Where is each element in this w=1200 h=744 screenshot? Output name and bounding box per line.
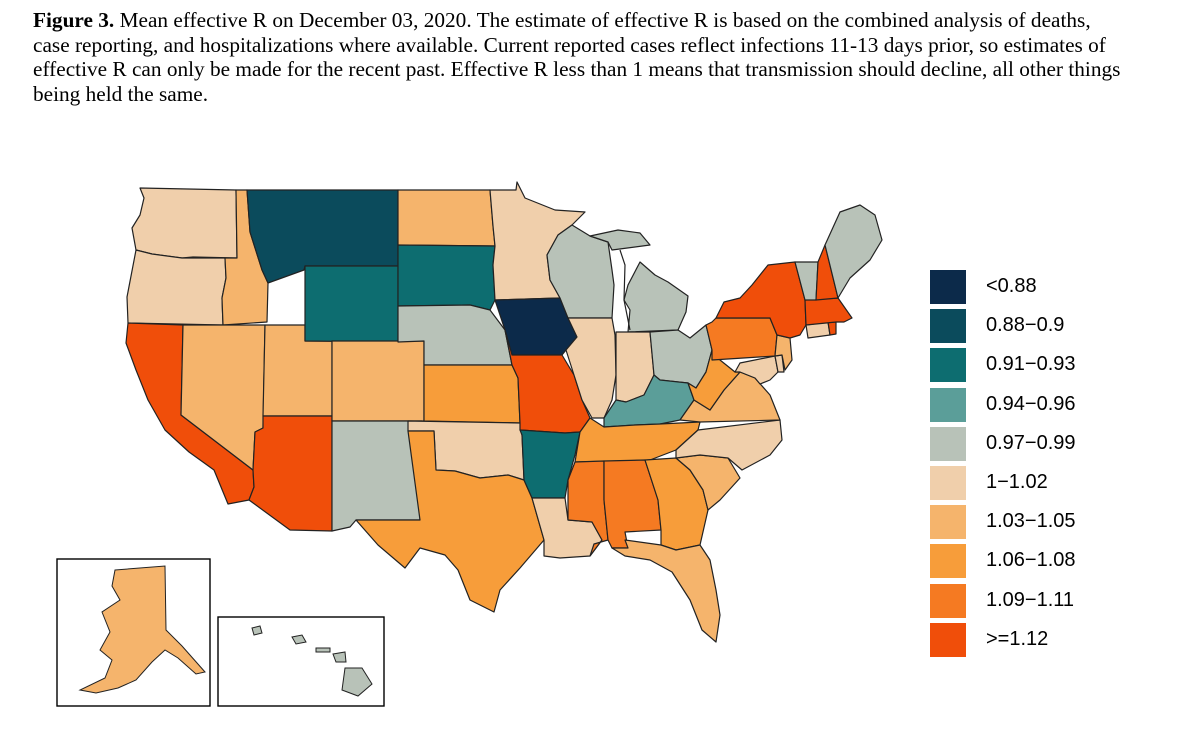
legend-label: 1−1.02 [986,471,1048,493]
state-hi-maui [332,651,347,663]
state-hi-molokai [315,647,331,653]
legend-label: <0.88 [986,275,1037,297]
legend-swatch [930,309,966,344]
legend-label: 0.91−0.93 [986,353,1076,376]
state-ks [423,364,521,424]
legend-swatch [930,270,966,304]
state-wa [131,187,238,259]
legend-item: 0.94−0.96 [930,387,1130,422]
legend-swatch [930,505,966,540]
legend-item: 1.03−1.05 [930,505,1130,540]
state-md [734,355,779,385]
state-mi-lower [623,261,689,333]
legend-item: 0.91−0.93 [930,348,1130,383]
legend-item: 0.97−0.99 [930,426,1130,461]
legend-swatch [930,622,966,657]
state-ak [78,565,206,694]
legend-swatch [930,583,966,618]
state-nc [675,419,783,471]
state-tx [355,430,545,613]
state-or [126,249,227,326]
legend-label: 0.97−0.99 [986,431,1076,454]
legend-swatch [930,387,966,422]
legend-label: 1.09−1.11 [986,588,1075,611]
legend-swatch [930,544,966,579]
state-me [824,204,883,299]
state-az [248,415,333,532]
state-wy [304,265,399,343]
state-ma [804,297,853,326]
legend-item: 1.09−1.11 [930,583,1130,618]
state-hi-big-island [341,667,373,697]
state-sd [397,244,496,311]
legend-label: 0.94−0.96 [986,392,1076,415]
legend-label: >=1.12 [986,627,1049,650]
legend-item: 1.06−1.08 [930,544,1130,579]
figure-label: Figure 3. [33,8,115,32]
state-il [565,317,617,419]
legend-swatch [930,348,966,383]
state-fl [611,539,721,643]
legend-swatch [930,426,966,461]
state-co [331,340,425,422]
figure-caption-text: Mean effective R on December 03, 2020. T… [33,8,1121,106]
legend-swatch [930,466,966,500]
state-pa [705,317,778,361]
legend-label: 1.06−1.08 [986,549,1076,572]
state-ri [827,321,837,336]
legend-label: 1.03−1.05 [986,510,1076,533]
state-nd [397,189,496,247]
state-mi [589,229,651,251]
legend-item: 0.88−0.9 [930,309,1130,344]
legend-item: <0.88 [930,270,1130,304]
legend-item: >=1.12 [930,622,1130,657]
legend-label: 0.88−0.9 [986,314,1065,337]
legend-item: 1−1.02 [930,466,1130,500]
figure-caption: Figure 3. Mean effective R on December 0… [33,8,1123,106]
state-hi-kauai [251,625,263,636]
state-wi [546,224,615,319]
state-hi-oahu [291,634,307,645]
